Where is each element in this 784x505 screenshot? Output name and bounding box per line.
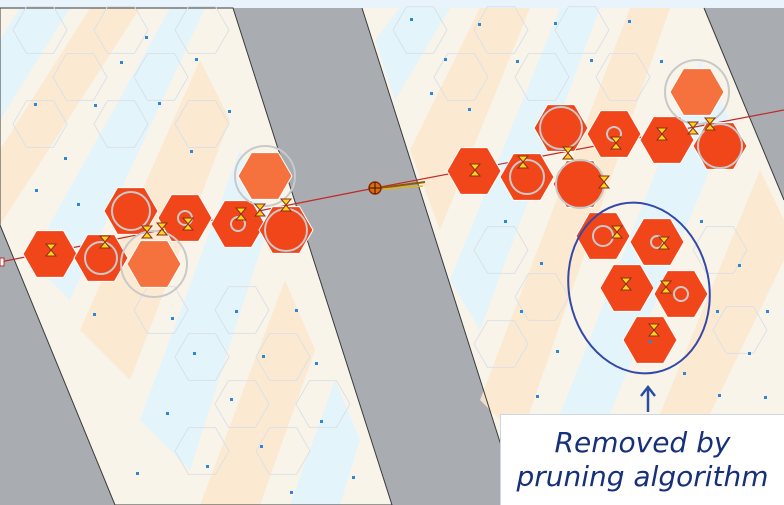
caption-line-2: pruning algorithm [516,460,769,493]
caption-line-1: Removed by [554,426,731,459]
track-start-marker [0,257,5,267]
left-cluster-circles [84,145,308,298]
up-arrow-icon [640,384,656,412]
cell-center-dots [34,18,769,494]
top-band [0,0,784,8]
right-cluster-circles [509,59,743,209]
annotation-caption: Removed by pruning algorithm [500,414,784,505]
gray-strip-middle [233,8,520,505]
pruned-cell-dot [649,340,652,343]
pruned-cluster-ellipse [567,201,711,375]
vertex-crosshair-icon [368,181,426,195]
